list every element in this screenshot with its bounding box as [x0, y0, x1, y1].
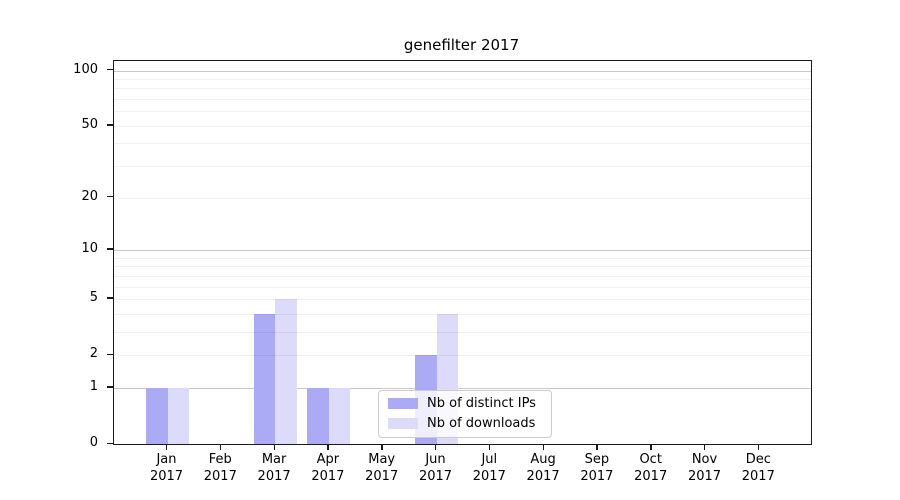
ytick-mark-20	[107, 196, 113, 198]
xtick-mark-may	[381, 444, 383, 451]
xtick-label-apr: Apr 2017	[298, 451, 358, 485]
xtick-year-jan: 2017	[149, 469, 184, 484]
gridline-minor-6	[114, 286, 811, 288]
bar-nb-of-distinct-ips-jan	[146, 387, 168, 444]
xtick-label-may: May 2017	[352, 451, 412, 485]
gridline-minor-90	[114, 78, 811, 80]
gridline-minor-60	[114, 111, 811, 113]
xtick-label-mar: Mar 2017	[244, 451, 304, 485]
xtick-mark-feb	[219, 444, 222, 451]
ytick-label-1: 1	[89, 378, 98, 394]
xtick-year-oct: 2017	[634, 469, 668, 484]
gridline-minor-30	[114, 166, 811, 168]
ytick-label-10: 10	[81, 240, 98, 256]
gridline-10	[114, 249, 811, 251]
legend-item-distinct-ips: Nb of distinct IPs	[388, 396, 542, 411]
xtick-label-jan: Jan 2017	[137, 451, 197, 485]
gridline-minor-5	[114, 298, 811, 300]
ytick-mark-2	[107, 353, 113, 355]
ytick-label-20: 20	[81, 188, 98, 204]
gridline-minor-7	[114, 275, 811, 277]
chart-title: genefilter 2017	[403, 36, 520, 54]
xtick-year-mar: 2017	[257, 469, 291, 484]
xtick-mark-sep	[596, 444, 598, 451]
gridline-minor-20	[114, 197, 811, 199]
ytick-label-100: 100	[73, 61, 98, 77]
ytick-label-50: 50	[81, 116, 98, 132]
xtick-year-feb: 2017	[203, 469, 237, 484]
xtick-year-jun: 2017	[418, 469, 453, 484]
xtick-label-oct: Oct 2017	[621, 451, 681, 485]
ytick-mark-50	[107, 124, 113, 126]
gridline-minor-8	[114, 266, 811, 268]
bar-nb-of-downloads-apr	[328, 387, 351, 444]
xtick-year-sep: 2017	[580, 469, 614, 484]
ytick-mark-5	[107, 297, 113, 299]
xtick-mark-mar	[273, 444, 275, 451]
xtick-mark-jan	[166, 444, 168, 451]
ytick-label-0: 0	[89, 435, 98, 450]
gridlines-major	[114, 61, 811, 444]
bar-nb-of-downloads-jan	[167, 387, 189, 444]
legend-label-downloads: Nb of downloads	[427, 416, 536, 431]
gridline-minor-3	[114, 331, 811, 333]
ytick-mark-0	[107, 442, 113, 444]
bar-nb-of-distinct-ips-apr	[307, 387, 329, 444]
plot-area	[113, 60, 812, 445]
legend-swatch-distinct-ips	[388, 398, 418, 409]
ytick-mark-100	[107, 69, 113, 71]
gridline-minor-70	[114, 99, 811, 101]
bar-nb-of-downloads-mar	[275, 299, 297, 444]
gridline-minor-9	[114, 257, 811, 259]
xtick-label-jun: Jun 2017	[406, 451, 466, 485]
xtick-year-dec: 2017	[741, 469, 775, 484]
gridline-100	[114, 70, 811, 72]
xtick-mark-nov	[704, 444, 706, 451]
xtick-mark-dec	[757, 444, 760, 451]
bar-nb-of-distinct-ips-mar	[253, 313, 276, 444]
legend-swatch-downloads	[388, 418, 418, 429]
xtick-label-aug: Aug 2017	[513, 451, 573, 485]
gridlines-minor	[114, 61, 811, 444]
xtick-mark-apr	[327, 444, 329, 451]
xtick-year-nov: 2017	[687, 469, 722, 484]
legend-label-distinct-ips: Nb of distinct IPs	[427, 396, 536, 411]
ytick-label-2: 2	[89, 346, 98, 362]
xtick-mark-jul	[488, 444, 491, 451]
ytick-label-5: 5	[89, 289, 98, 305]
gridline-minor-40	[114, 143, 811, 145]
gridline-minor-4	[114, 313, 811, 315]
xtick-label-nov: Nov 2017	[675, 451, 735, 485]
xtick-year-aug: 2017	[526, 469, 560, 484]
legend: Nb of distinct IPs Nb of downloads	[378, 390, 552, 438]
xtick-mark-aug	[542, 444, 544, 451]
xtick-label-jul: Jul 2017	[459, 451, 519, 485]
xtick-year-may: 2017	[365, 469, 399, 484]
xtick-label-feb: Feb 2017	[190, 451, 250, 485]
gridline-minor-50	[114, 125, 811, 127]
xtick-year-jul: 2017	[472, 469, 506, 484]
xtick-mark-oct	[650, 444, 652, 451]
ytick-mark-10	[107, 248, 113, 250]
legend-item-downloads: Nb of downloads	[388, 416, 542, 431]
xtick-mark-jun	[435, 444, 437, 451]
gridline-minor-80	[114, 88, 811, 90]
ytick-mark-1	[107, 386, 113, 388]
xtick-label-dec: Dec 2017	[728, 451, 788, 485]
gridline-minor-2	[114, 355, 811, 357]
xtick-label-sep: Sep 2017	[567, 451, 627, 485]
gridline-1	[114, 387, 811, 389]
xtick-year-apr: 2017	[311, 469, 345, 484]
